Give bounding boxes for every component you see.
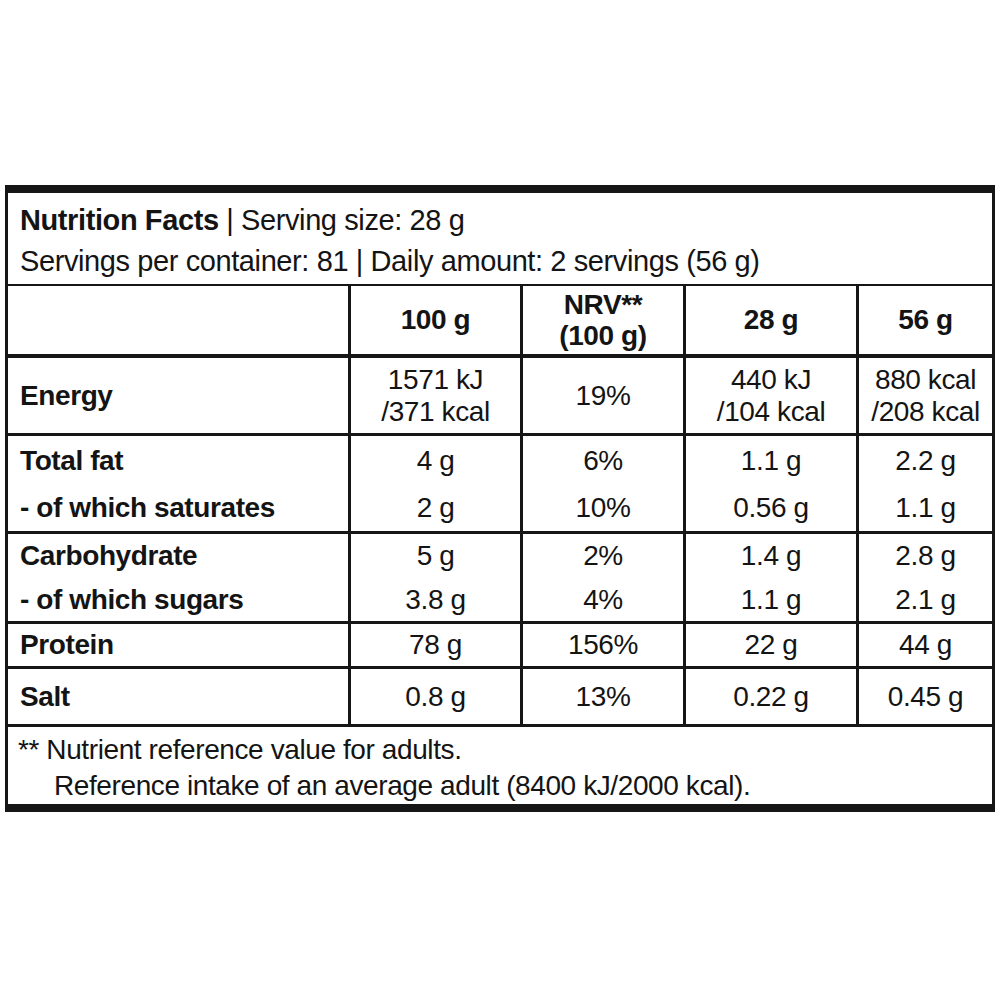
energy-28g-kj: 440 kJ [731, 364, 811, 395]
row-label: - of which saturates [8, 485, 348, 530]
nutrition-facts-table: Nutrition Facts | Serving size: 28 g Ser… [5, 185, 995, 812]
page: Nutrition Facts | Serving size: 28 g Ser… [0, 0, 1000, 1000]
cell-total-fat-56g: 2.2 g [856, 436, 992, 485]
column-header-100g: 100 g [348, 286, 520, 354]
cell-protein-28g: 22 g [683, 624, 856, 666]
row-energy: Energy 1571 kJ /371 kcal 19% 440 kJ /104… [8, 358, 992, 436]
header-line1: Nutrition Facts | Serving size: 28 g [20, 200, 982, 241]
cell-total-fat-100g: 4 g [348, 436, 520, 485]
nutrition-facts-title: Nutrition Facts [20, 204, 219, 236]
row-saturates: - of which saturates 2 g 10% 0.56 g 1.1 … [8, 485, 992, 533]
row-salt: Salt 0.8 g 13% 0.22 g 0.45 g [8, 669, 992, 724]
cell-saturates-nrv: 10% [520, 485, 683, 530]
cell-sugars-100g: 3.8 g [348, 578, 520, 620]
row-total-fat: Total fat 4 g 6% 1.1 g 2.2 g [8, 436, 992, 485]
cell-energy-100g: 1571 kJ /371 kcal [348, 358, 520, 433]
row-label: Protein [8, 624, 348, 666]
footnote-line1: ** Nutrient reference value for adults. [18, 732, 982, 768]
row-protein: Protein 78 g 156% 22 g 44 g [8, 624, 992, 669]
row-label: Salt [8, 669, 348, 724]
row-label: Total fat [8, 436, 348, 485]
cell-salt-100g: 0.8 g [348, 669, 520, 724]
column-header-nrv: NRV** (100 g) [520, 286, 683, 354]
cell-salt-28g: 0.22 g [683, 669, 856, 724]
cell-protein-nrv: 156% [520, 624, 683, 666]
serving-size-text: | Serving size: 28 g [219, 204, 465, 236]
cell-energy-56g: 880 kcal /208 kcal [856, 358, 992, 433]
row-label: - of which sugars [8, 578, 348, 620]
cell-saturates-56g: 1.1 g [856, 485, 992, 530]
column-header-row: 100 g NRV** (100 g) 28 g 56 g [8, 286, 992, 358]
energy-100g-kcal: /371 kcal [381, 396, 489, 427]
cell-sugars-28g: 1.1 g [683, 578, 856, 620]
column-header-28g: 28 g [683, 286, 856, 354]
energy-100g-kj: 1571 kJ [388, 364, 483, 395]
cell-salt-nrv: 13% [520, 669, 683, 724]
energy-28g-kcal: /104 kcal [717, 396, 825, 427]
cell-carbohydrate-28g: 1.4 g [683, 534, 856, 578]
cell-sugars-nrv: 4% [520, 578, 683, 620]
cell-protein-56g: 44 g [856, 624, 992, 666]
cell-carbohydrate-nrv: 2% [520, 534, 683, 578]
cell-sugars-56g: 2.1 g [856, 578, 992, 620]
row-label: Carbohydrate [8, 534, 348, 578]
column-header-empty [8, 286, 348, 354]
nrv-label: NRV** [564, 289, 642, 320]
footnote-line2: Reference intake of an average adult (84… [18, 768, 982, 804]
nrv-sublabel: (100 g) [559, 320, 646, 351]
cell-saturates-28g: 0.56 g [683, 485, 856, 530]
cell-total-fat-28g: 1.1 g [683, 436, 856, 485]
cell-energy-nrv: 19% [520, 358, 683, 433]
cell-energy-28g: 440 kJ /104 kcal [683, 358, 856, 433]
energy-56g-kcal2: /208 kcal [871, 396, 979, 427]
cell-total-fat-nrv: 6% [520, 436, 683, 485]
cell-carbohydrate-100g: 5 g [348, 534, 520, 578]
row-carbohydrate: Carbohydrate 5 g 2% 1.4 g 2.8 g [8, 534, 992, 578]
column-header-56g: 56 g [856, 286, 992, 354]
table-header: Nutrition Facts | Serving size: 28 g Ser… [8, 193, 992, 286]
cell-salt-56g: 0.45 g [856, 669, 992, 724]
header-line2: Servings per container: 81 | Daily amoun… [20, 241, 982, 282]
row-sugars: - of which sugars 3.8 g 4% 1.1 g 2.1 g [8, 578, 992, 623]
energy-56g-kcal1: 880 kcal [875, 364, 976, 395]
row-label: Energy [8, 358, 348, 433]
footnote: ** Nutrient reference value for adults. … [8, 724, 992, 804]
cell-saturates-100g: 2 g [348, 485, 520, 530]
cell-carbohydrate-56g: 2.8 g [856, 534, 992, 578]
cell-protein-100g: 78 g [348, 624, 520, 666]
